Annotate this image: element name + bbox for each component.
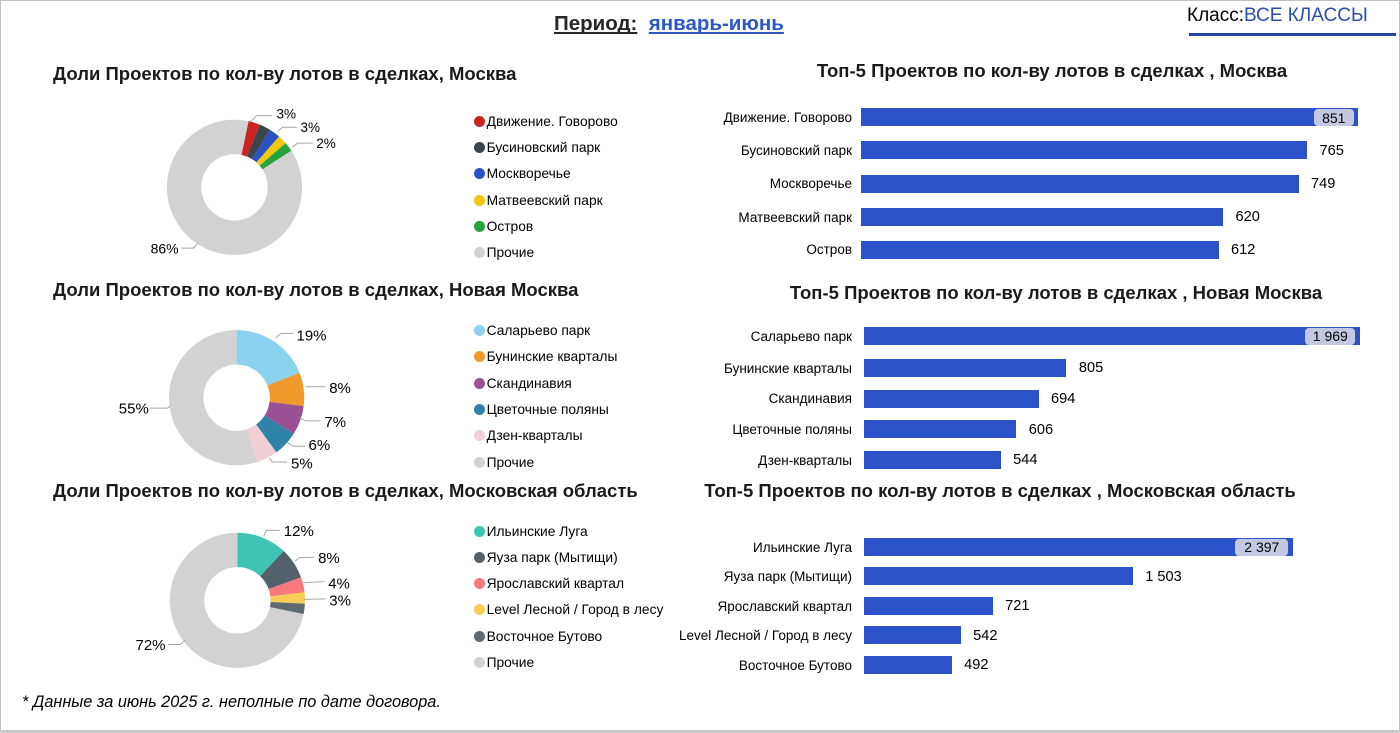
svg-text:8%: 8% bbox=[318, 550, 340, 567]
svg-text:55%: 55% bbox=[119, 401, 149, 418]
svg-text:72%: 72% bbox=[136, 637, 166, 654]
svg-text:3%: 3% bbox=[277, 106, 297, 121]
svg-text:7%: 7% bbox=[324, 414, 346, 431]
svg-text:3%: 3% bbox=[329, 592, 351, 609]
svg-text:86%: 86% bbox=[151, 240, 179, 256]
svg-text:4%: 4% bbox=[328, 575, 350, 592]
svg-text:19%: 19% bbox=[297, 327, 327, 344]
svg-text:6%: 6% bbox=[309, 437, 331, 454]
svg-text:8%: 8% bbox=[329, 380, 351, 397]
svg-text:2%: 2% bbox=[316, 136, 336, 151]
svg-text:3%: 3% bbox=[301, 120, 321, 135]
svg-text:5%: 5% bbox=[291, 455, 313, 472]
svg-text:12%: 12% bbox=[284, 523, 314, 540]
